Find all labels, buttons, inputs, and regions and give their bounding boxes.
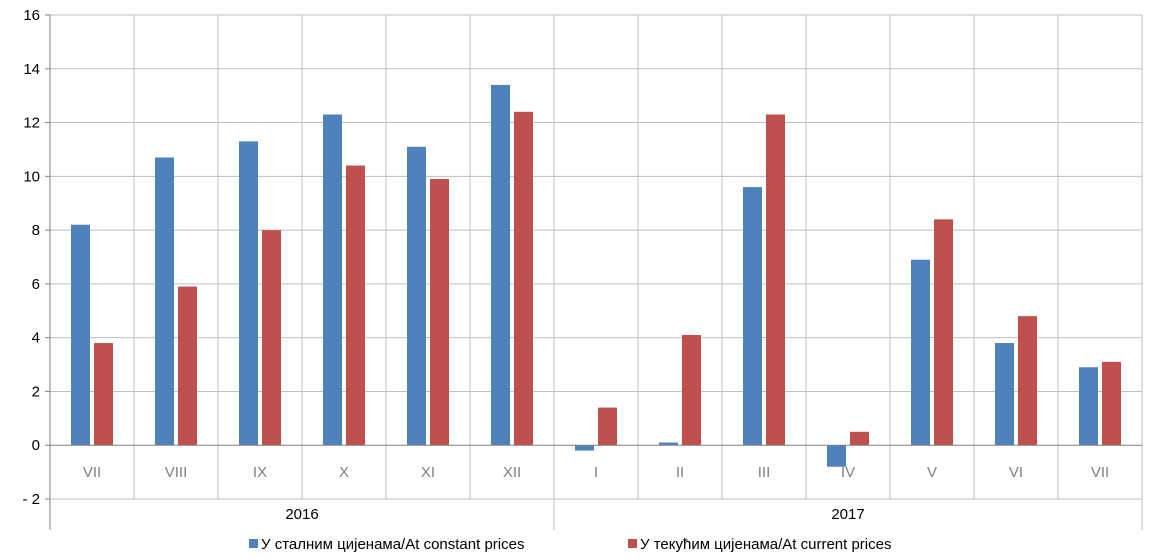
bar-constant-prices [995,343,1014,446]
group-label: 2016 [285,506,318,523]
category-label: VIII [165,464,188,481]
bars [71,84,1121,467]
bar-current-prices [94,343,113,446]
y-tick-label: 2 [32,383,40,400]
bar-current-prices [430,179,449,446]
bar-constant-prices [827,445,846,467]
category-label: III [758,464,771,481]
bar-constant-prices [491,84,510,446]
y-tick-label: 16 [23,7,40,24]
bar-constant-prices [659,442,678,446]
category-label: IV [841,464,855,481]
legend-label: У текућим цијенама/At current prices [640,536,891,553]
y-tick-label: 12 [23,115,40,132]
group-label: 2017 [831,506,864,523]
legend-swatch [249,539,258,548]
bar-constant-prices [575,445,594,451]
y-tick-label: 14 [23,61,40,78]
bar-current-prices [1018,316,1037,446]
bar-current-prices [346,165,365,446]
bar-current-prices [934,219,953,446]
category-label: XII [503,464,521,481]
category-label: VI [1009,464,1023,481]
bar-constant-prices [911,259,930,446]
y-tick-label: 4 [32,330,40,347]
y-tick-label: - 2 [22,491,40,508]
y-tick-labels: 16 14 12 10 8 6 4 2 0 - 2 [22,7,40,508]
bar-current-prices [514,111,533,446]
bar-current-prices [598,407,617,446]
group-labels: 2016 2017 [285,506,864,523]
bar-current-prices [262,230,281,446]
legend: У сталним цијенама/At constant prices У т… [249,536,891,553]
bar-constant-prices [743,187,762,446]
bar-constant-prices [71,224,90,446]
category-label: II [676,464,684,481]
bar-constant-prices [155,157,174,446]
legend-label: У сталним цијенама/At constant prices [261,536,524,553]
bar-current-prices [682,334,701,446]
category-label: I [594,464,598,481]
y-tick-label: 0 [32,437,40,454]
category-label: V [927,464,937,481]
bar-current-prices [850,431,869,446]
category-labels: VII VIII IX X XI XII I II III IV V VI VII [83,464,1109,481]
bar-constant-prices [1079,367,1098,446]
bar-constant-prices [407,146,426,446]
legend-swatch [628,539,637,548]
y-tick-label: 10 [23,168,40,185]
bar-constant-prices [239,141,258,446]
category-label: VII [1091,464,1109,481]
axes [45,14,1143,530]
y-tick-label: 6 [32,276,40,293]
category-label: VII [83,464,101,481]
gridlines [49,14,1143,500]
bar-current-prices [766,114,785,446]
category-label: X [339,464,349,481]
category-label: XI [421,464,435,481]
y-tick-label: 8 [32,222,40,239]
bar-current-prices [178,286,197,446]
category-label: IX [253,464,267,481]
bar-constant-prices [323,114,342,446]
bar-current-prices [1102,361,1121,446]
